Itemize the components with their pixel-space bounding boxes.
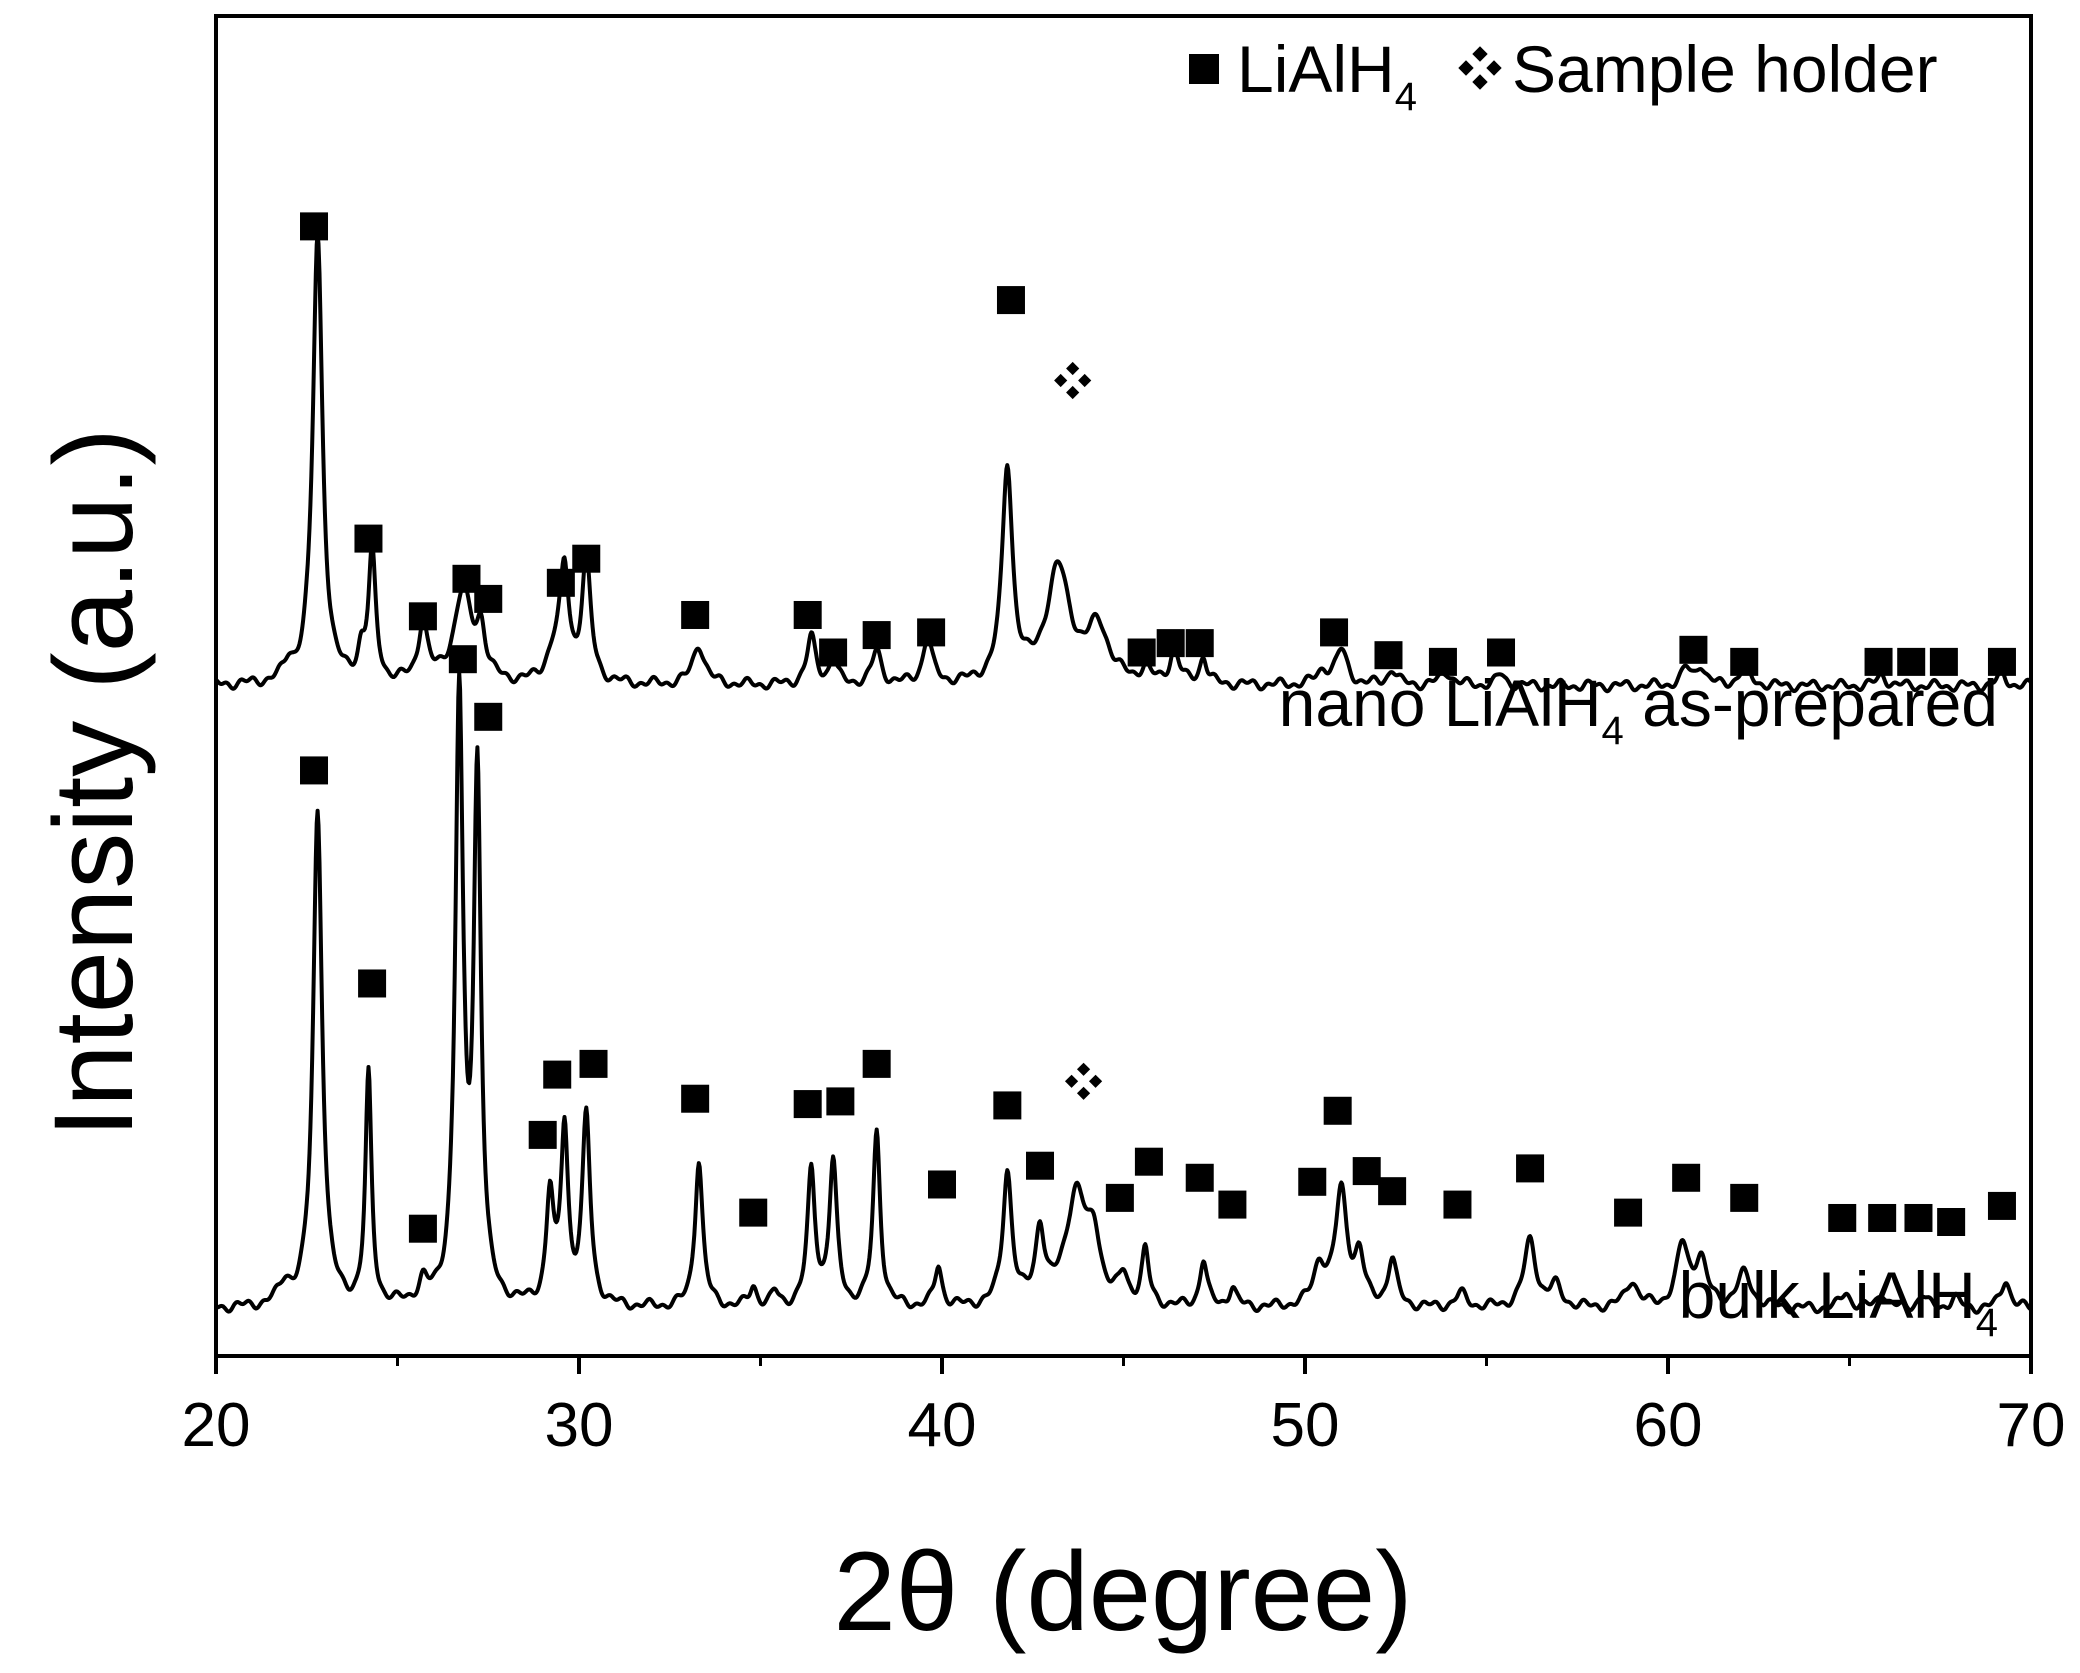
legend-diamond-shape [1458, 46, 1502, 90]
lialh4-marker-bulk [681, 1084, 710, 1113]
lialh4-marker-bulk [826, 1087, 855, 1116]
series-label-bulk: bulk LiAlH4 [1679, 1258, 1998, 1345]
x-tick-label-40: 40 [908, 1391, 977, 1460]
lialh4-marker-bulk [1868, 1203, 1897, 1232]
lialh4-marker-bulk [1937, 1208, 1966, 1236]
lialh4-marker-nano [1864, 647, 1893, 676]
lialh4-marker-bulk [1672, 1163, 1701, 1192]
lialh4-marker-bulk [1134, 1147, 1163, 1176]
x-tick-label-70: 70 [1997, 1391, 2066, 1460]
lialh4-marker-nano [1185, 629, 1214, 658]
lialh4-marker-nano [1730, 647, 1759, 676]
lialh4-marker-bulk [1218, 1190, 1247, 1219]
lialh4-marker-nano [819, 638, 848, 667]
lialh4-marker-nano [917, 618, 946, 647]
lialh4-marker-bulk [408, 1214, 437, 1243]
lialh4-marker-nano [862, 621, 891, 650]
lialh4-marker-bulk [1904, 1203, 1933, 1232]
lialh4-marker-bulk [528, 1120, 557, 1149]
lialh4-marker-bulk [1443, 1190, 1472, 1219]
lialh4-marker-bulk [448, 645, 477, 674]
lialh4-marker-bulk [543, 1060, 572, 1089]
legend-label-sample-holder: Sample holder [1512, 32, 1938, 106]
lialh4-marker-bulk [739, 1198, 768, 1227]
lialh4-marker-bulk [1987, 1191, 2016, 1220]
series-line-nano [214, 231, 2033, 694]
lialh4-marker-bulk [1516, 1154, 1545, 1183]
lialh4-marker-nano [793, 600, 822, 629]
x-tick-label-60: 60 [1634, 1391, 1703, 1460]
lialh4-marker-nano [681, 600, 710, 629]
lialh4-marker-bulk [1828, 1203, 1857, 1232]
lialh4-marker-bulk [474, 702, 503, 731]
lialh4-marker-bulk [1614, 1198, 1643, 1227]
lialh4-marker-bulk [1378, 1177, 1407, 1206]
lialh4-marker-bulk [300, 756, 329, 785]
x-tick-label-30: 30 [545, 1391, 614, 1460]
lialh4-marker-nano [1428, 647, 1457, 676]
lialh4-marker-bulk [1185, 1163, 1214, 1192]
lialh4-marker-nano [474, 584, 503, 613]
lialh4-marker-bulk [1298, 1167, 1327, 1196]
lialh4-marker-bulk [579, 1049, 608, 1078]
sample-holder-marker-bulk [1064, 1062, 1103, 1100]
lialh4-marker-nano [572, 544, 601, 573]
legend-label-lialh4: LiAlH4 [1237, 32, 1417, 119]
lialh4-marker-bulk [1323, 1096, 1352, 1125]
series-line-bulk [214, 670, 2033, 1315]
lialh4-marker-nano [300, 212, 329, 241]
peak-markers [300, 212, 2016, 1243]
lialh4-marker-nano [1374, 641, 1403, 670]
lialh4-marker-bulk [1026, 1151, 1055, 1180]
x-tick-label-50: 50 [1271, 1391, 1340, 1460]
lialh4-marker-nano [354, 524, 383, 553]
lialh4-marker-bulk [862, 1049, 891, 1078]
x-axis: 20 30 40 50 60 70 [182, 1356, 2066, 1460]
lialh4-marker-bulk [793, 1090, 822, 1119]
series-lines [214, 231, 2033, 1315]
lialh4-marker-nano [546, 568, 575, 597]
lialh4-marker-bulk [993, 1091, 1022, 1120]
sample-holder-marker-nano [1054, 361, 1092, 400]
lialh4-marker-nano [408, 602, 437, 631]
lialh4-marker-bulk [358, 969, 387, 998]
lialh4-marker-nano [1987, 647, 2016, 676]
lialh4-marker-nano [996, 286, 1025, 315]
lialh4-marker-bulk [1730, 1183, 1759, 1212]
lialh4-marker-nano [1897, 647, 1926, 676]
series-label-nano: nano LiAlH4 as-prepared [1279, 666, 1998, 753]
lialh4-marker-nano [1487, 638, 1516, 667]
x-axis-title: 2θ (degree) [833, 1529, 1412, 1654]
lialh4-marker-bulk [928, 1170, 956, 1199]
legend-diamond-marker [1458, 46, 1502, 90]
lialh4-marker-nano [1127, 638, 1156, 667]
lialh4-marker-nano [1156, 629, 1185, 658]
y-axis-title: Intensity (a.u.) [31, 428, 156, 1138]
lialh4-marker-nano [1320, 618, 1349, 647]
x-tick-label-20: 20 [182, 1391, 251, 1460]
lialh4-marker-bulk [1105, 1183, 1134, 1212]
lialh4-marker-nano [1679, 635, 1708, 664]
legend: LiAlH4 Sample holder [1189, 32, 1938, 119]
lialh4-marker-nano [1929, 647, 1958, 676]
legend-square-marker [1189, 54, 1219, 84]
lialh4-marker-bulk [1352, 1157, 1381, 1186]
